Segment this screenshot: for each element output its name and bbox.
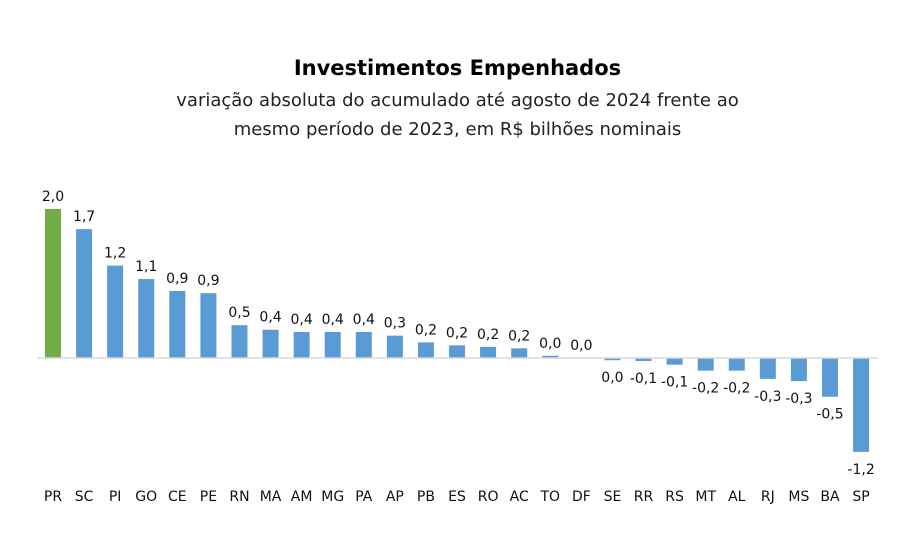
bar-ap [386,335,403,358]
data-label-mt: -0,2 [692,381,719,397]
category-label-pe: PE [200,489,217,505]
bar-go [138,279,155,358]
chart-title: Investimentos Empenhados [293,56,622,80]
data-label-ma: 0,4 [259,310,281,326]
category-label-rs: RS [665,489,684,505]
category-label-pr: PR [44,489,62,505]
category-label-go: GO [135,489,157,505]
category-label-mt: MT [695,489,716,505]
bar-mt [697,358,714,371]
category-label-mg: MG [321,489,344,505]
category-label-am: AM [291,489,313,505]
data-label-pb: 0,2 [415,322,437,338]
data-label-mg: 0,4 [322,312,344,328]
bar-mg [324,331,341,358]
category-label-pb: PB [417,489,435,505]
data-label-pr: 2,0 [42,189,64,205]
category-label-es: ES [448,489,466,505]
bar-se [604,358,621,361]
bar-pb [417,342,434,358]
category-label-rn: RN [229,489,249,505]
category-label-sc: SC [75,489,94,505]
category-label-df: DF [572,489,591,505]
bar-rn [231,325,248,358]
bar-ro [480,346,497,358]
bar-to [542,355,559,358]
category-label-ms: MS [788,489,809,505]
data-label-rn: 0,5 [228,305,250,321]
bar-al [728,358,745,371]
chart-subtitle-line-1: variação absoluta do acumulado até agost… [176,90,739,111]
data-label-pe: 0,9 [197,273,219,289]
chart-subtitle-line-2: mesmo período de 2023, em R$ bilhões nom… [233,119,682,140]
category-label-pa: PA [355,489,373,505]
bar-rr [635,358,652,361]
data-label-pa: 0,4 [353,312,375,328]
bar-pa [355,331,372,358]
category-label-ap: AP [386,489,404,505]
category-label-al: AL [728,489,746,505]
bar-ba [822,358,838,397]
data-label-se: 0,0 [601,370,623,386]
data-label-es: 0,2 [446,325,468,341]
bar-sp [853,358,870,452]
data-label-ce: 0,9 [166,271,188,287]
bar-rj [759,358,776,379]
category-label-ma: MA [260,489,282,505]
data-label-ba: -0,5 [816,407,843,423]
bar-pi [107,265,124,358]
data-label-pi: 1,2 [104,246,126,262]
data-label-to: 0,0 [539,336,561,352]
data-label-sp: -1,2 [847,462,874,478]
category-label-rr: RR [634,489,654,505]
data-label-rr: -0,1 [630,371,657,387]
bar-sc [76,229,93,358]
bar-ce [169,290,186,358]
data-label-ro: 0,2 [477,327,499,343]
bar-ac [511,348,528,358]
category-label-ro: RO [478,489,499,505]
data-label-am: 0,4 [291,312,313,328]
data-label-ap: 0,3 [384,316,406,332]
category-label-rj: RJ [761,489,775,505]
bar-pe [200,293,217,358]
category-label-sp: SP [852,489,869,505]
data-label-sc: 1,7 [73,209,95,225]
data-label-rs: -0,1 [661,375,688,391]
category-label-to: TO [539,489,560,505]
bar-pr [45,209,61,358]
data-label-al: -0,2 [723,381,750,397]
category-label-ba: BA [820,489,840,505]
bar-ms [790,358,807,382]
data-label-ms: -0,3 [785,391,812,407]
data-label-go: 1,1 [135,259,157,275]
data-label-ac: 0,2 [508,328,530,344]
category-label-ce: CE [168,489,187,505]
bar-rs [666,358,683,365]
bar-es [449,345,466,358]
bar-ma [262,329,279,358]
category-label-se: SE [604,489,622,505]
bar-am [293,331,310,358]
data-label-rj: -0,3 [754,389,781,405]
category-label-ac: AC [510,489,529,505]
data-label-df: 0,0 [570,338,592,354]
category-label-pi: PI [109,489,122,505]
